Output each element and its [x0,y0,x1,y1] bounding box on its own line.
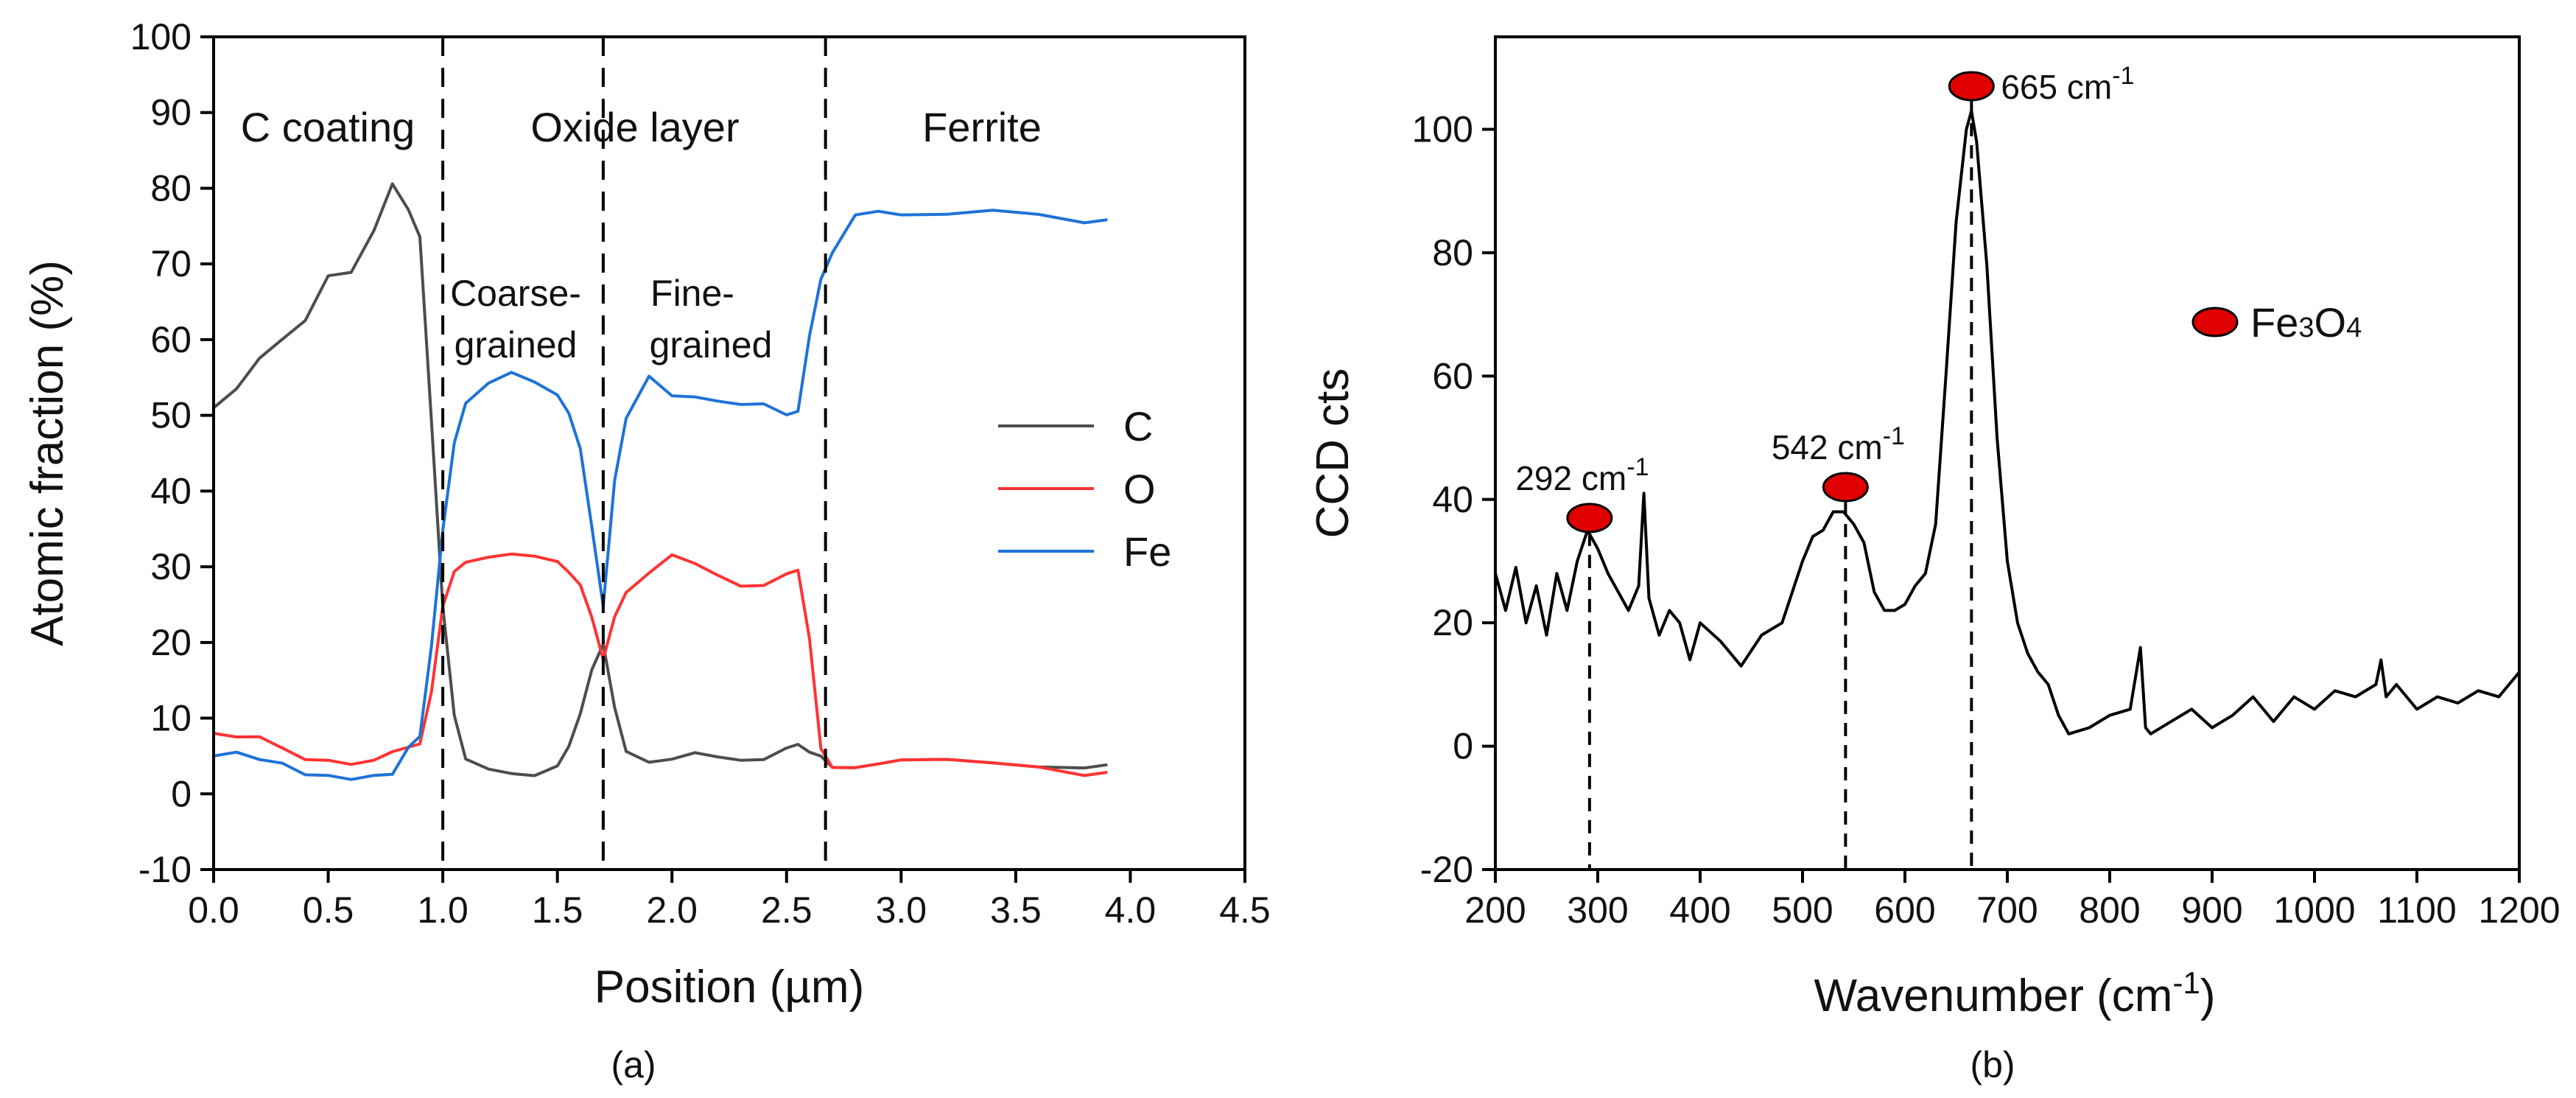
x-tick-label: 200 [1464,889,1526,931]
region-label-ferrite: Ferrite [922,104,1042,150]
peak-label: 665 cm-1 [2001,62,2134,106]
panel-a: 0.0 0.5 1.0 1.5 2.0 2.5 3.0 3.5 4.0 4.5 -10 0 10 20 30… [22,16,1271,1085]
y-tick-label: 100 [1412,109,1473,150]
legend-label-fe: Fe [1123,528,1171,575]
y-tick-label: -20 [1420,849,1473,890]
y-tick-label: 60 [1432,355,1473,396]
panel-label-b: (b) [1970,1044,2015,1085]
x-tick-label: 500 [1772,889,1833,931]
y-tick-label: 80 [1432,232,1473,273]
x-tick-label: 3.0 [876,889,927,931]
y-tick-label: 0 [171,773,192,814]
panel-a-frame [212,35,1246,871]
y-tick-label: 80 [150,167,192,209]
y-tick-label: 10 [150,698,192,739]
x-tick-label: 600 [1874,889,1935,931]
x-tick-label: 400 [1669,889,1730,931]
x-tick-label: 0.5 [303,889,354,931]
peak-marker [1822,472,1869,503]
y-tick-label: 40 [150,470,192,511]
y-tick-label: -10 [138,849,192,890]
peak-label: 292 cm-1 [1515,453,1649,497]
y-axis-label-b: CCD cts [1308,368,1358,539]
y-tick-label: 0 [1453,726,1473,767]
series-line-fe [214,209,1108,781]
region-label-oxide-layer: Oxide layer [530,104,739,150]
raman-spectrum-line [1495,109,2519,735]
y-tick-label: 40 [1432,479,1473,520]
x-tick-label: 1200 [2478,889,2560,931]
legend-label-fe3o4: Fe3O4 [2250,299,2362,346]
x-tick-label: 900 [2181,889,2242,931]
y-tick-label: 60 [150,319,192,360]
legend-label-c: C [1123,403,1153,450]
x-tick-label: 1.5 [532,889,583,931]
y-tick-label: 20 [150,622,192,663]
sublayer-label-fine-line2: grained [650,324,773,366]
x-tick-label: 1000 [2273,889,2355,931]
y-tick-label: 30 [150,546,192,587]
legend-marker-fe3o4 [2191,307,2239,338]
sublayer-label-fine-line1: Fine- [650,273,734,314]
x-tick-label: 300 [1567,889,1628,931]
x-tick-label: 2.5 [761,889,813,931]
y-axis-label-a: Atomic fraction (%) [22,260,73,646]
x-tick-label: 2.0 [646,889,698,931]
panel-b: 200 300 400 500 600 700 800 900 1000 1100 1200 -20 0… [1308,35,2561,1085]
x-tick-label: 0.0 [188,889,239,931]
x-tick-label: 3.5 [990,889,1042,931]
legend-a: C O Fe [998,403,1171,575]
peak-marker [1566,503,1613,534]
x-axis-label-a: Position (µm) [594,962,864,1013]
x-tick-label: 4.5 [1219,889,1271,931]
sublayer-label-coarse-line1: Coarse- [450,273,581,314]
legend-label-o: O [1123,466,1156,512]
y-tick-label: 20 [1432,602,1473,643]
panel-label-a: (a) [611,1044,656,1085]
y-tick-label: 100 [130,16,192,57]
y-tick-label: 90 [150,92,192,133]
x-tick-label: 1100 [2377,889,2457,931]
x-tick-label: 700 [1976,889,2038,931]
region-label-c-coating: C coating [241,104,415,150]
x-axis-label-b: Wavenumber (cm-1) [1814,965,2216,1021]
y-tick-label: 50 [150,395,192,436]
x-tick-label: 1.0 [417,889,468,931]
sublayer-label-coarse-line2: grained [455,324,578,366]
series-line-o [214,552,1108,777]
x-tick-label: 4.0 [1105,889,1157,931]
panel-b-frame [1494,35,2521,871]
legend-b: Fe3O4 [2191,299,2362,346]
y-tick-label: 70 [150,243,192,284]
peak-label: 542 cm-1 [1772,422,1905,466]
peak-marker [1948,71,1995,102]
x-tick-label: 800 [2079,889,2140,931]
